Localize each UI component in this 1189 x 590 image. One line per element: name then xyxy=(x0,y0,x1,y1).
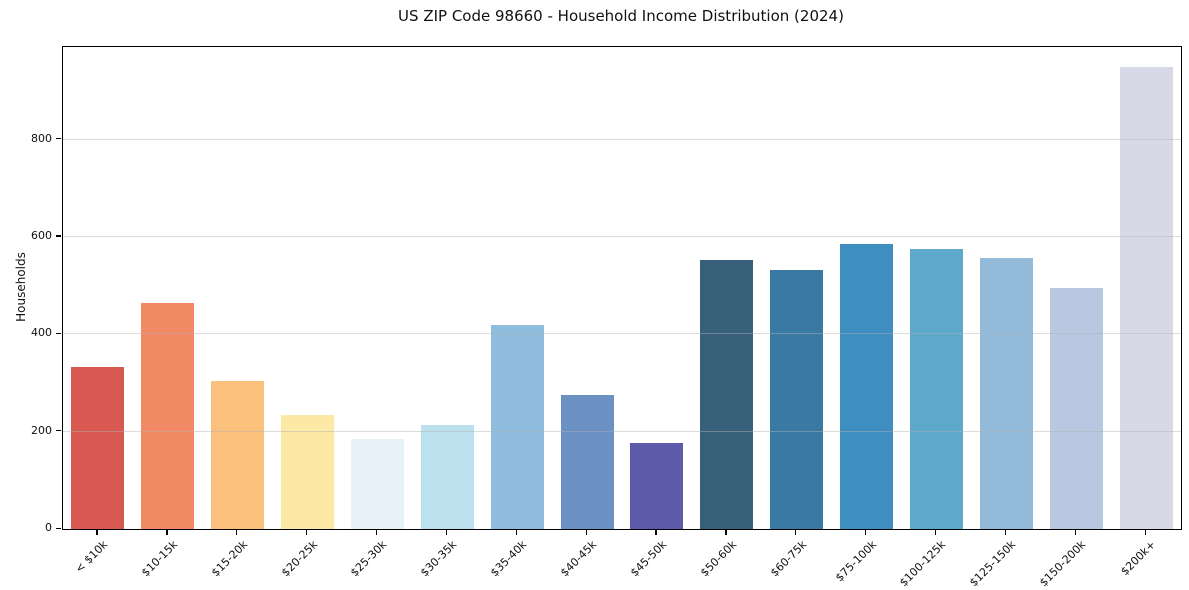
chart-title: US ZIP Code 98660 - Household Income Dis… xyxy=(398,7,844,25)
bar xyxy=(560,395,614,529)
y-tick-mark xyxy=(56,138,61,140)
y-tick-label: 0 xyxy=(45,521,52,534)
y-axis-label: Households xyxy=(14,252,28,322)
gridline xyxy=(63,235,1181,237)
bar xyxy=(71,366,125,529)
bar xyxy=(211,381,265,529)
x-tick-label: $25-30k xyxy=(348,538,390,580)
x-tick-label: $150-200k xyxy=(1037,538,1089,590)
y-tick-label: 200 xyxy=(31,423,52,437)
x-tick-label: < $10k xyxy=(72,538,111,576)
x-tick-mark xyxy=(934,529,937,535)
bar xyxy=(979,257,1033,529)
bar xyxy=(281,414,335,529)
x-tick-mark xyxy=(445,529,447,535)
x-tick-mark xyxy=(236,529,238,535)
x-tick-mark xyxy=(96,529,98,535)
x-tick-mark xyxy=(1144,529,1146,535)
bar xyxy=(1049,288,1103,529)
bar xyxy=(490,325,544,529)
x-tick-mark xyxy=(375,529,378,535)
bar xyxy=(420,424,474,529)
y-tick-mark xyxy=(56,527,61,529)
bar xyxy=(700,260,754,529)
x-tick-label: $125-150k xyxy=(967,538,1019,590)
x-tick-mark xyxy=(865,529,867,535)
x-tick-label: $60-75k xyxy=(767,538,809,580)
x-tick-label: $15-20k xyxy=(208,538,250,580)
x-tick-label: $35-40k xyxy=(488,538,530,580)
x-tick-mark xyxy=(655,529,657,535)
bar xyxy=(350,439,404,529)
bar xyxy=(770,269,824,529)
bar xyxy=(1119,67,1173,529)
x-tick-label: $200k+ xyxy=(1118,538,1159,579)
x-tick-label: $30-35k xyxy=(418,538,460,580)
gridline xyxy=(63,333,1181,335)
x-tick-mark xyxy=(1004,529,1006,535)
x-tick-mark xyxy=(166,529,168,535)
y-tick-label: 600 xyxy=(31,228,52,242)
y-tick-mark xyxy=(56,235,61,237)
y-tick-mark xyxy=(56,332,61,334)
bar xyxy=(909,249,963,529)
x-tick-label: $10-15k xyxy=(138,538,181,580)
y-tick-mark xyxy=(56,430,61,432)
x-tick-mark xyxy=(795,529,797,535)
plot-area xyxy=(62,46,1182,530)
x-tick-mark xyxy=(1074,529,1076,535)
y-tick-label: 400 xyxy=(31,326,52,340)
gridline xyxy=(63,138,1181,140)
x-tick-mark xyxy=(585,529,587,535)
x-tick-label: $75-100k xyxy=(832,538,879,585)
x-tick-label: $100-125k xyxy=(897,538,949,590)
bar xyxy=(630,443,684,529)
gridline xyxy=(63,430,1181,432)
x-tick-label: $45-50k xyxy=(627,538,670,580)
x-tick-label: $20-25k xyxy=(278,538,320,580)
x-tick-label: $50-60k xyxy=(697,538,740,580)
y-tick-label: 800 xyxy=(31,131,52,145)
bar xyxy=(840,244,894,529)
x-tick-label: $40-45k xyxy=(557,538,600,580)
x-tick-mark xyxy=(515,529,517,535)
x-tick-mark xyxy=(306,529,308,535)
x-tick-mark xyxy=(725,529,727,535)
bar xyxy=(141,302,195,529)
